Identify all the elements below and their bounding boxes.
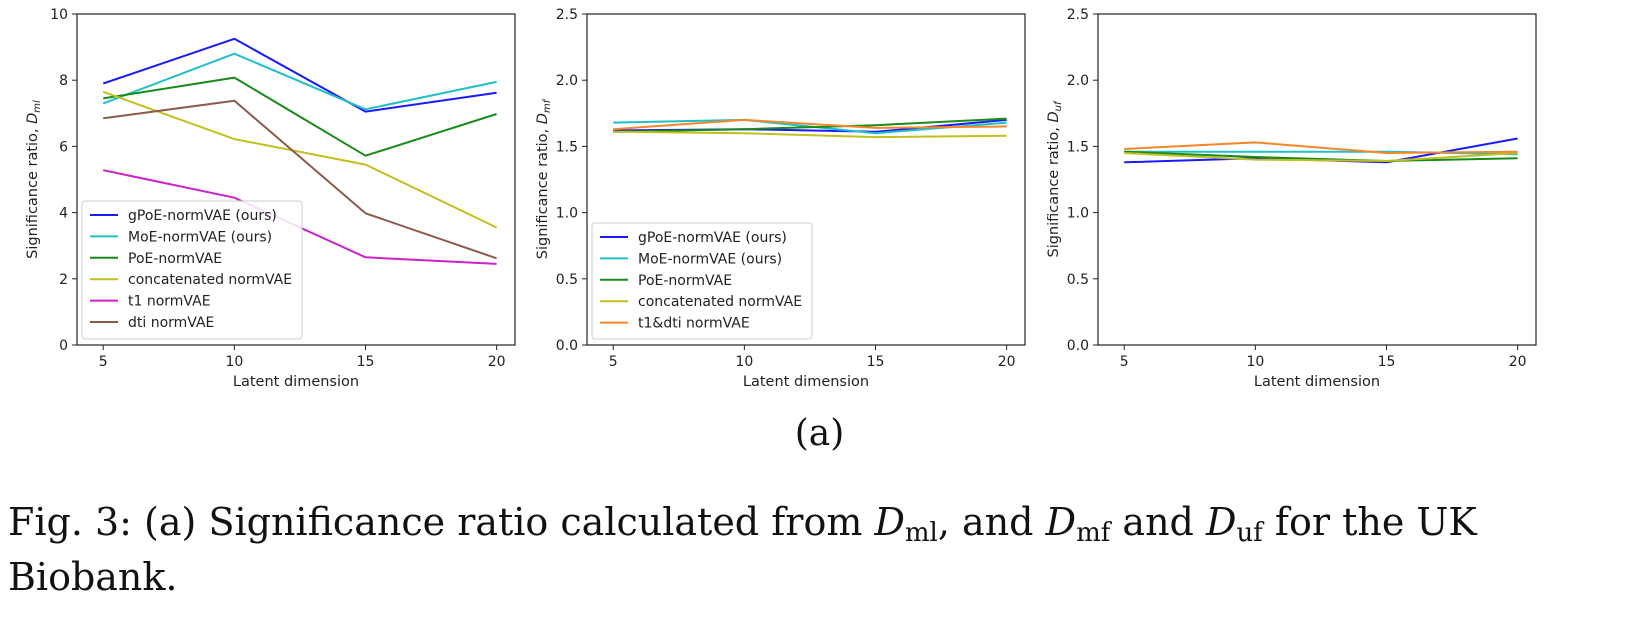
series-line-5 [613,118,1007,131]
x-tick-label: 5 [1120,354,1129,370]
legend-entry: t1 normVAE [128,294,211,310]
series-line-2 [102,52,497,111]
legend: gPoE-normVAE (ours) MoE-normVAE (ours) PoE… [81,200,303,340]
y-axis-label: Significance ratio, Dmf [535,98,553,259]
y-tick-label: 1.5 [1067,139,1089,155]
x-tick-label: 5 [609,354,618,370]
caption-prefix: Fig. 3: (a) Significance ratio calculate… [8,500,875,544]
x-tick-label: 20 [488,354,506,370]
figure-caption: Fig. 3: (a) Significance ratio calculate… [8,500,1628,599]
series-line-6 [103,99,497,260]
series-line-4 [1124,152,1518,162]
plot-frame [586,13,1026,346]
legend-entry: MoE-normVAE (ours) [128,229,272,245]
series-line-3 [103,76,497,157]
legend: gPoE-normVAE (ours) MoE-normVAE (ours) PoE… [591,222,813,340]
y-tick-label: 6 [59,139,68,155]
y-tick-label: 0.5 [556,272,578,288]
y-tick-label: 0.0 [1067,338,1089,354]
series-line-5 [1124,141,1518,154]
y-tick-label: 8 [59,73,68,89]
y-tick-label: 0.5 [1067,272,1089,288]
caption-suffix: for the UK Biobank. [8,500,1477,599]
y-tick-label: 1.5 [556,139,578,155]
chart-panel-1: 0 2 4 6 8 10 5 10 15 20 Latent dimension Significan… [25,7,516,390]
y-axis-label: Significance ratio, Duf [1046,100,1064,258]
caption-mid1: , and [937,500,1046,544]
chart-panel-3: 0.0 0.5 1.0 1.5 2.0 2.5 5 10 15 20 Latent dimensio… [1046,7,1537,390]
y-tick-label: 4 [59,206,68,222]
x-tick-label: 10 [225,354,243,370]
x-tick-label: 15 [357,354,375,370]
legend-entry: PoE-normVAE [638,273,732,289]
legend-box [81,200,303,340]
figure-panels: 0 2 4 6 8 10 5 10 15 20 Latent dimension Significan… [25,7,1537,390]
y-tick-label: 0 [59,338,68,354]
legend-entry: gPoE-normVAE (ours) [638,230,787,246]
y-tick-label: 2.0 [556,73,578,89]
x-tick-label: 20 [998,354,1016,370]
legend-entry: PoE-normVAE [128,251,222,267]
series-line-4 [102,90,498,229]
x-tick-label: 15 [1378,354,1396,370]
series-line-3 [1124,150,1518,162]
series-line-1 [102,37,497,113]
legend-entry: gPoE-normVAE (ours) [128,208,277,224]
y-tick-label: 10 [50,7,68,23]
chart-panel-2: 0.0 0.5 1.0 1.5 2.0 2.5 5 10 15 20 Latent dimensio… [535,7,1026,390]
caption-d-ml: Dml [874,500,938,548]
y-tick-label: 0.0 [556,338,578,354]
plot-frame [1097,13,1537,346]
legend-entry: concatenated normVAE [638,294,802,310]
x-tick-label: 10 [1246,354,1264,370]
y-tick-label: 1.0 [1067,206,1089,222]
y-axis-label: Significance ratio, Dml [25,100,43,259]
x-tick-label: 5 [99,354,108,370]
y-tick-label: 2 [59,272,68,288]
y-tick-label: 2.0 [1067,73,1089,89]
x-tick-label: 10 [735,354,753,370]
x-tick-label: 20 [1509,354,1527,370]
legend-box [591,222,813,340]
y-tick-label: 1.0 [556,206,578,222]
caption-mid2: and [1110,500,1206,544]
caption-d-uf: Duf [1205,500,1263,548]
legend-entry: MoE-normVAE (ours) [638,251,782,267]
legend-entry: concatenated normVAE [128,272,292,288]
x-axis-label: Latent dimension [233,374,359,390]
x-tick-label: 15 [867,354,885,370]
legend-entry: t1&dti normVAE [638,316,750,332]
y-tick-label: 2.5 [556,7,578,23]
x-axis-label: Latent dimension [743,374,869,390]
caption-d-mf: Dmf [1045,500,1111,548]
subfigure-label: (a) [794,413,845,454]
x-axis-label: Latent dimension [1254,374,1380,390]
legend-entry: dti normVAE [128,315,214,331]
y-tick-label: 2.5 [1067,7,1089,23]
series-line-3 [613,117,1007,133]
plot-frame [76,13,516,346]
series-line-4 [613,130,1007,139]
